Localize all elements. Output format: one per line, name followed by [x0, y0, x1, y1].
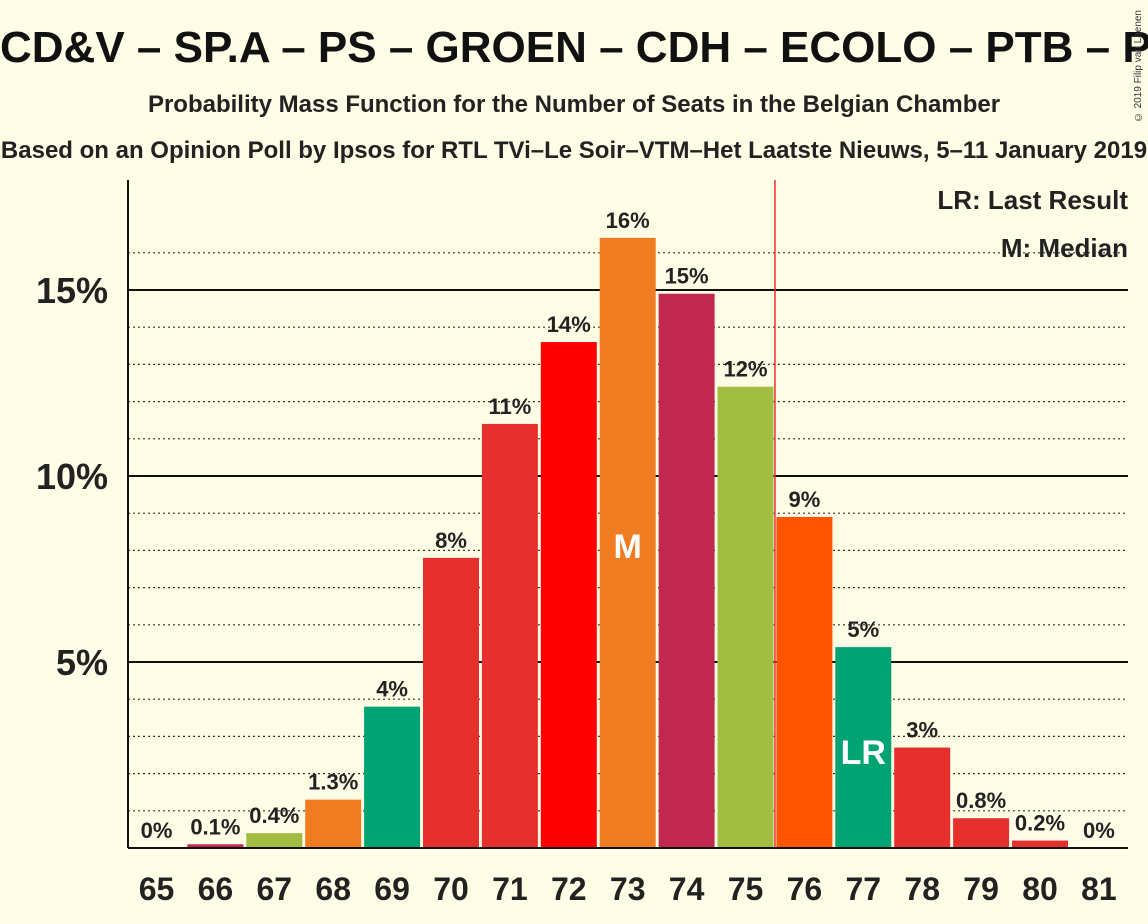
bar-seats-74: [658, 293, 715, 849]
x-tick-label: 66: [198, 871, 234, 907]
y-tick-label: 15%: [36, 270, 108, 311]
bar-data-label: 0%: [1083, 818, 1115, 843]
bar-seats-68: [305, 799, 362, 848]
bar-data-label: 16%: [606, 208, 650, 233]
x-tick-label: 77: [846, 871, 882, 907]
x-tick-label: 74: [669, 871, 705, 907]
x-tick-label: 67: [257, 871, 293, 907]
bar-seats-75: [717, 386, 774, 848]
bar-data-label: 0.4%: [249, 803, 299, 828]
bar-seats-67: [246, 833, 303, 848]
bar-data-label: 11%: [488, 394, 531, 419]
bar-data-label: 0.1%: [190, 814, 240, 839]
bar-seats-72: [540, 342, 597, 848]
bar-data-label: 15%: [665, 264, 709, 289]
x-tick-label: 72: [551, 871, 587, 907]
bar-data-label: 14%: [547, 312, 591, 337]
bar-seats-69: [364, 706, 421, 848]
bar-data-label: 5%: [847, 617, 879, 642]
x-tick-label: 75: [728, 871, 764, 907]
chart-source-line: Based on an Opinion Poll by Ipsos for RT…: [0, 137, 1148, 164]
x-tick-label: 76: [787, 871, 823, 907]
chart-title: CD&V – SP.A – PS – GROEN – CDH – ECOLO –…: [0, 23, 1148, 72]
bar-seats-77: [835, 647, 892, 848]
bar-data-label: 0.2%: [1015, 811, 1065, 836]
y-tick-label: 5%: [56, 642, 108, 683]
bar-data-label: 0%: [141, 818, 173, 843]
bar-seats-79: [953, 818, 1010, 848]
bar-seats-70: [423, 557, 479, 848]
bar-data-label: 12%: [723, 357, 767, 382]
x-tick-label: 80: [1022, 871, 1058, 907]
bar-seats-66: [187, 844, 244, 848]
bar-data-label: 8%: [435, 528, 467, 553]
bar-seats-71: [481, 423, 538, 848]
bar-seats-73: [599, 237, 656, 849]
bar-data-label: 4%: [376, 677, 408, 702]
legend-median: M: Median: [1001, 233, 1128, 263]
bar-data-label: 9%: [789, 487, 821, 512]
x-tick-label: 73: [610, 871, 646, 907]
bar-data-label: 0.8%: [956, 788, 1006, 813]
bar-data-label: 3%: [906, 718, 938, 743]
bar-seats-78: [894, 747, 951, 848]
legend-last-result: LR: Last Result: [937, 185, 1128, 215]
bar-seats-80: [1012, 840, 1068, 848]
x-tick-label: 69: [374, 871, 410, 907]
bars-group: 0% 0.1% 0.4% 1.3% 4% 8% 11% 14% 16% 15% 12% 9% 5% 3% 0…: [141, 208, 1115, 849]
x-tick-label: 71: [492, 871, 528, 907]
y-tick-label: 10%: [36, 456, 108, 497]
chart-subtitle: Probability Mass Function for the Number…: [147, 91, 1001, 118]
last-result-marker: LR: [841, 734, 886, 772]
x-tick-label: 79: [963, 871, 999, 907]
x-tick-label: 78: [904, 871, 940, 907]
median-marker: M: [614, 528, 642, 566]
bar-data-label: 1.3%: [308, 770, 358, 795]
x-tick-label: 65: [139, 871, 175, 907]
x-tick-label: 68: [315, 871, 351, 907]
x-tick-label: 70: [433, 871, 469, 907]
x-tick-label: 81: [1081, 871, 1117, 907]
axes-group: 5% 10% 15% 65 66 67 68 69 70 71 72 73 74 75 76 77 78 79 80…: [36, 180, 1128, 907]
bar-seats-76: [776, 516, 833, 848]
